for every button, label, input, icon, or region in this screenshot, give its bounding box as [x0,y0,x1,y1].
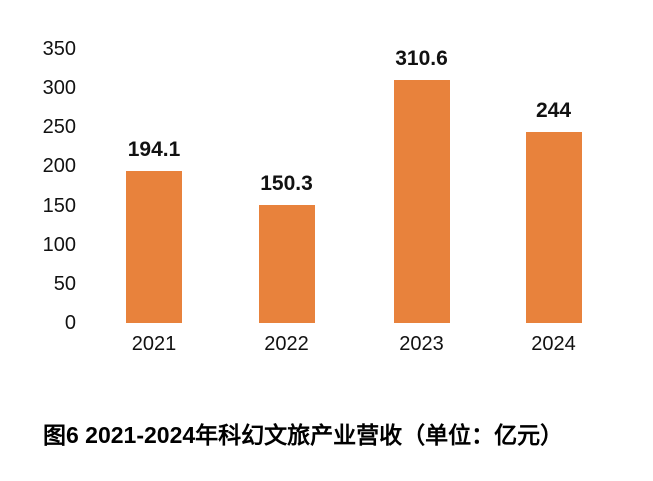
y-axis-tick-300: 300 [42,77,76,100]
y-axis-tick-200: 200 [42,155,76,178]
y-axis-tick-100: 100 [42,233,76,256]
bar-2023 [393,79,450,323]
y-axis-tick-250: 250 [42,116,76,139]
value-label-2024: 244 [535,98,572,122]
bar-2021 [126,171,182,323]
figure-caption: 图6 2021-2024年科幻文旅产业营收（单位：亿元） [43,422,564,448]
value-label-2023: 310.6 [395,46,448,70]
y-axis-tick-50: 50 [53,272,76,295]
bar-2022 [258,205,315,323]
x-axis-tick-2022: 2022 [264,333,309,355]
y-axis-tick-150: 150 [42,194,76,217]
bar-2024 [525,131,582,323]
y-axis-tick-350: 350 [42,38,76,60]
x-axis-tick-2023: 2023 [399,333,444,355]
value-label-2021: 194.1 [127,138,181,162]
y-axis-tick-0: 0 [64,312,76,334]
x-axis-tick-2021: 2021 [131,333,177,355]
x-axis-tick-2024: 2024 [531,333,576,355]
bar-chart: 0 50 100 150 200 250 300 350 194.1 2021 150.3 2022 3… [42,38,582,355]
value-label-2022: 150.3 [260,172,313,196]
